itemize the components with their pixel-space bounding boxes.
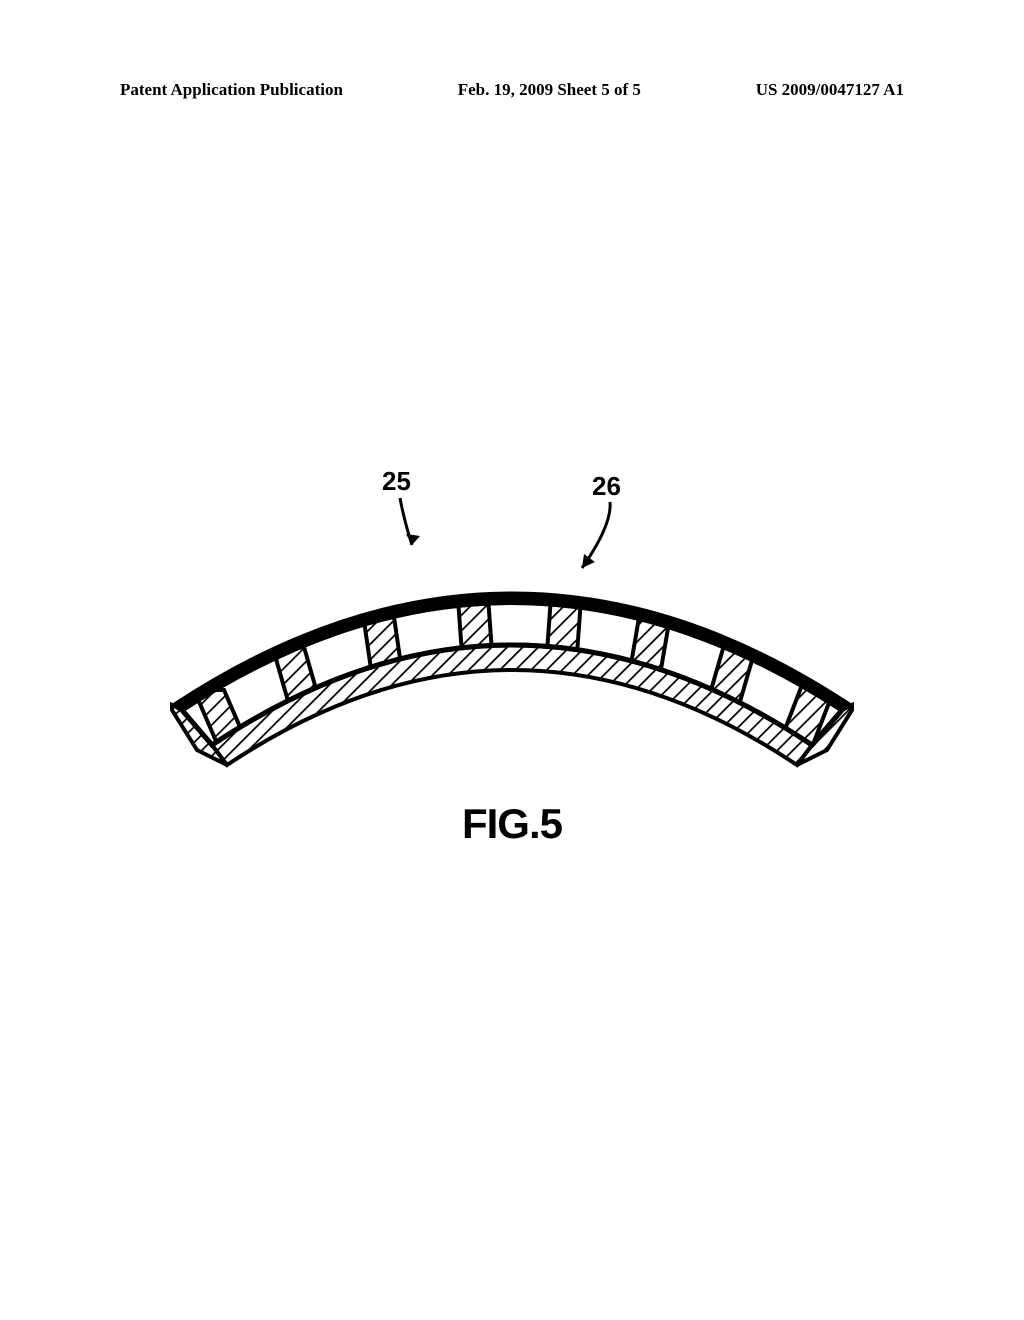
- figure-label: FIG.5: [462, 800, 562, 848]
- ref-26-label: 26: [592, 471, 621, 501]
- ref-26-leader: 26: [582, 471, 621, 568]
- header-center: Feb. 19, 2009 Sheet 5 of 5: [458, 80, 641, 100]
- ref-25-leader: 25: [382, 466, 420, 545]
- header-left: Patent Application Publication: [120, 80, 343, 100]
- header-right: US 2009/0047127 A1: [756, 80, 904, 100]
- figure-drawing: 25 26: [112, 450, 912, 770]
- figure-container: 25 26 FIG.5: [0, 450, 1024, 848]
- ref-25-label: 25: [382, 466, 411, 496]
- page-header: Patent Application Publication Feb. 19, …: [0, 80, 1024, 100]
